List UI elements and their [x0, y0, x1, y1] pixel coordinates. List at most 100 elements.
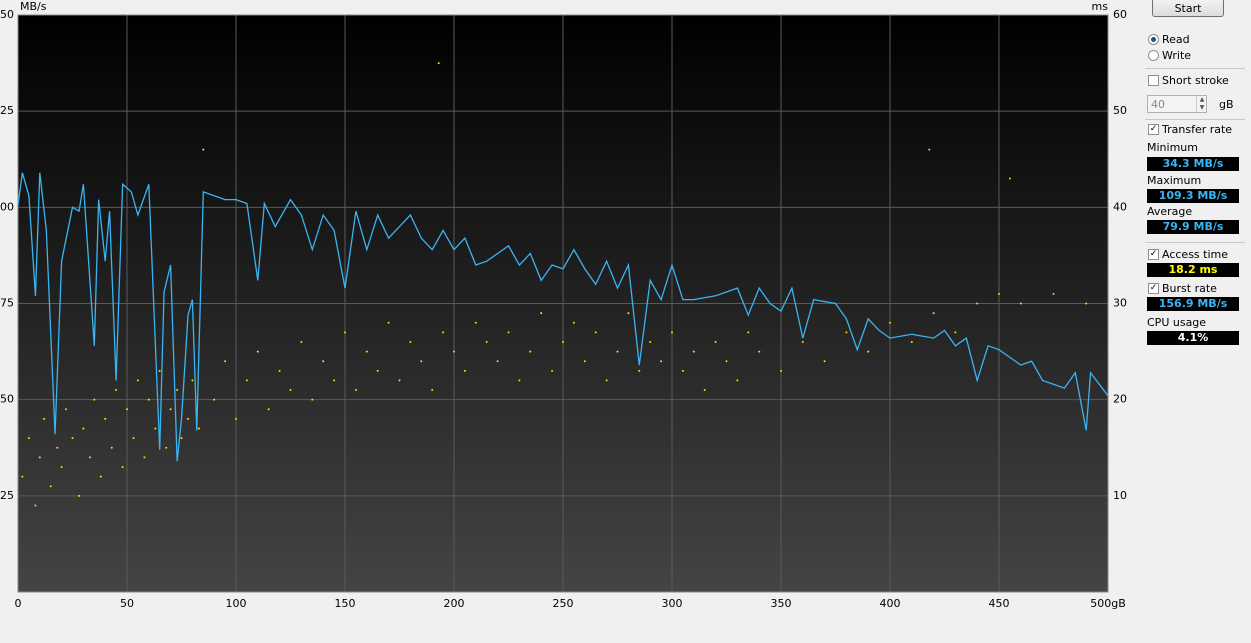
y-tick-label: 75	[0, 297, 14, 310]
y2-tick-label: 60	[1113, 8, 1127, 21]
access-time-point	[93, 398, 96, 401]
access-time-point	[453, 350, 455, 353]
access-time-point	[496, 360, 499, 363]
maximum-value: 109.3 MB/s	[1147, 189, 1239, 203]
y2-tick-label: 50	[1113, 104, 1127, 117]
access-time-point	[518, 379, 521, 382]
access-time-point	[110, 446, 113, 449]
access-time-point	[34, 504, 37, 507]
access-time-point	[60, 465, 63, 468]
write-radio[interactable]	[1148, 50, 1159, 61]
access-time-point	[56, 446, 59, 449]
access-time-point	[300, 340, 303, 343]
access-time-point	[562, 340, 564, 343]
stroke-input[interactable]: 40	[1147, 95, 1207, 113]
write-label: Write	[1162, 49, 1192, 62]
access-time-point	[845, 331, 848, 334]
short-stroke-label: Short stroke	[1162, 74, 1229, 87]
y-tick-label: 50	[0, 393, 14, 406]
plot-border	[17, 14, 1109, 593]
access-time-point	[311, 398, 314, 401]
access-time-point	[289, 389, 292, 392]
access-time-point	[132, 437, 135, 440]
x-tick-label: 450	[989, 597, 1010, 610]
transfer-rate-label: Transfer rate	[1162, 123, 1233, 136]
transfer-rate-checkbox[interactable]: ✓	[1148, 124, 1159, 135]
access-time-point	[736, 379, 739, 382]
access-time-point	[529, 350, 532, 353]
x-tick-label: 250	[553, 597, 574, 610]
start-button[interactable]: Start	[1152, 0, 1224, 17]
minimum-label: Minimum	[1147, 141, 1198, 154]
access-time-point	[1019, 302, 1022, 305]
control-panel: Start Read Write Short stroke 40 ▲ ▼ gB ✓…	[1140, 0, 1251, 639]
access-time-point	[158, 369, 161, 372]
access-time-point	[660, 360, 663, 363]
x-tick-label: 350	[771, 597, 792, 610]
y-tick-label: 50	[0, 8, 14, 21]
separator	[1145, 242, 1245, 243]
access-time-point	[758, 350, 761, 353]
access-time-point	[154, 427, 157, 430]
access-time-point	[1008, 177, 1011, 180]
access-time-point	[780, 369, 782, 372]
access-time-point	[431, 389, 434, 392]
access-time-point	[235, 417, 237, 420]
access-time-point	[78, 494, 81, 497]
access-time-point	[143, 456, 146, 459]
access-time-point	[627, 312, 630, 315]
x-tick-label: 150	[335, 597, 356, 610]
average-label: Average	[1147, 205, 1193, 218]
x-tick-label: 400	[880, 597, 901, 610]
access-time-point	[485, 340, 488, 343]
access-time-point	[191, 379, 194, 382]
x-tick-label: 500gB	[1090, 597, 1126, 610]
access-time-point	[115, 389, 118, 392]
access-time-point	[692, 350, 695, 353]
access-time-point	[420, 360, 423, 363]
separator	[1145, 119, 1245, 120]
access-time-point	[99, 475, 102, 478]
read-radio[interactable]	[1148, 34, 1159, 45]
y2-tick-label: 10	[1113, 489, 1127, 502]
access-time-point	[725, 360, 728, 363]
access-time-point	[104, 417, 107, 420]
access-time-point	[954, 331, 957, 334]
access-time-checkbox[interactable]: ✓	[1148, 249, 1159, 260]
burst-rate-checkbox[interactable]: ✓	[1148, 283, 1159, 294]
access-time-point	[823, 360, 826, 363]
access-time-point	[322, 360, 325, 363]
separator	[1145, 68, 1245, 69]
access-time-point	[202, 148, 205, 151]
access-time-point	[998, 292, 1000, 295]
x-tick-label: 0	[15, 597, 22, 610]
y2-tick-label: 20	[1113, 393, 1127, 406]
y2-tick-label: 40	[1113, 200, 1127, 213]
access-time-point	[21, 475, 24, 478]
access-time-point	[354, 389, 357, 392]
access-time-point	[187, 417, 190, 420]
access-time-point	[344, 331, 346, 334]
access-time-point	[224, 360, 227, 363]
access-time-point	[88, 456, 91, 459]
average-value: 79.9 MB/s	[1147, 220, 1239, 234]
y2-axis-label: ms	[1092, 0, 1109, 13]
stroke-unit: gB	[1219, 98, 1234, 111]
access-time-point	[38, 456, 41, 459]
maximum-label: Maximum	[1147, 174, 1202, 187]
access-time-point	[376, 369, 379, 372]
access-time-point	[594, 331, 597, 334]
access-time-point	[82, 427, 85, 430]
spinner[interactable]: ▲ ▼	[1196, 96, 1207, 112]
access-time-point	[889, 321, 891, 324]
x-tick-label: 300	[662, 597, 683, 610]
access-time-point	[43, 417, 46, 420]
burst-rate-value: 156.9 MB/s	[1147, 297, 1239, 311]
x-tick-label: 50	[120, 597, 134, 610]
access-time-point	[71, 437, 74, 440]
access-time-point	[213, 398, 216, 401]
short-stroke-checkbox[interactable]	[1148, 75, 1159, 86]
access-time-point	[928, 148, 931, 151]
y2-tick-label: 30	[1113, 297, 1127, 310]
